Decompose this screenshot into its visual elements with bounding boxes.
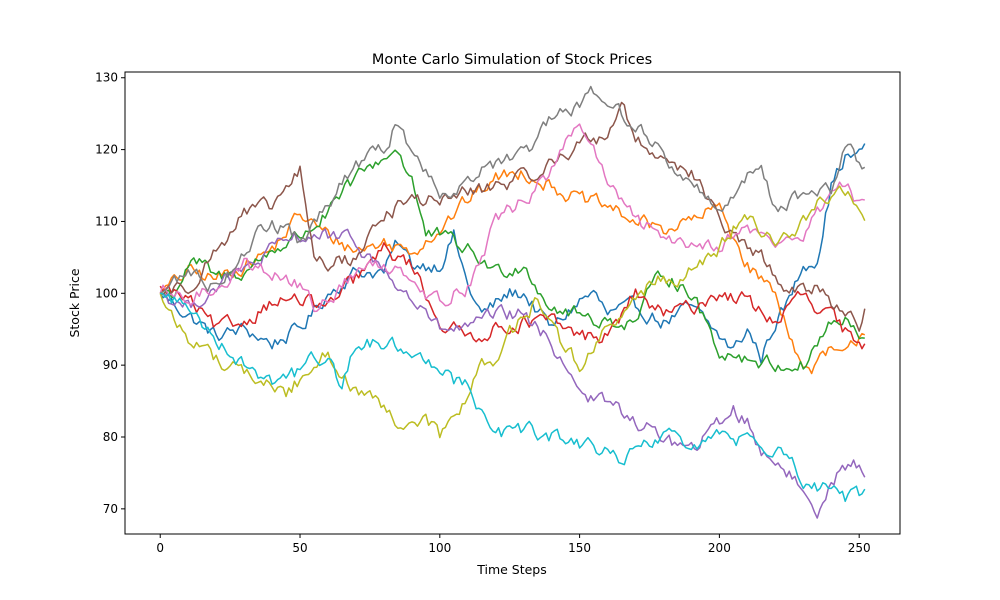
series-line-1: [159, 143, 866, 365]
y-tick-label: 100: [95, 286, 118, 300]
y-tick-label: 70: [103, 502, 118, 516]
series-line-8: [159, 85, 866, 294]
y-tick-label: 130: [95, 71, 118, 85]
plot-frame: [124, 71, 901, 535]
y-tick-label: 110: [95, 214, 118, 228]
series-line-2: [159, 169, 866, 375]
y-tick-label: 120: [95, 143, 118, 157]
x-axis-ticks: 0 50 100 150 200 250: [156, 534, 871, 555]
series-line-3: [159, 149, 865, 373]
y-tick-label: 80: [103, 430, 118, 444]
x-tick-label: 150: [568, 541, 591, 555]
x-tick-label: 50: [292, 541, 307, 555]
x-axis-label: Time Steps: [476, 562, 547, 577]
series-line-5: [159, 228, 866, 519]
series-line-6: [159, 101, 866, 332]
series-line-10: [160, 292, 866, 503]
x-tick-label: 250: [848, 541, 871, 555]
series-line-7: [159, 123, 865, 313]
x-tick-label: 100: [428, 541, 451, 555]
y-axis-label: Stock Price: [67, 268, 82, 337]
x-tick-label: 200: [708, 541, 731, 555]
series-lines: [159, 85, 866, 519]
x-tick-label: 0: [156, 541, 164, 555]
series-line-9: [159, 185, 866, 439]
chart-title: Monte Carlo Simulation of Stock Prices: [372, 52, 652, 68]
series-line-4: [159, 242, 866, 350]
y-tick-label: 90: [103, 358, 118, 372]
y-axis-ticks: 70 80 90 100 110 120 130: [95, 71, 125, 516]
